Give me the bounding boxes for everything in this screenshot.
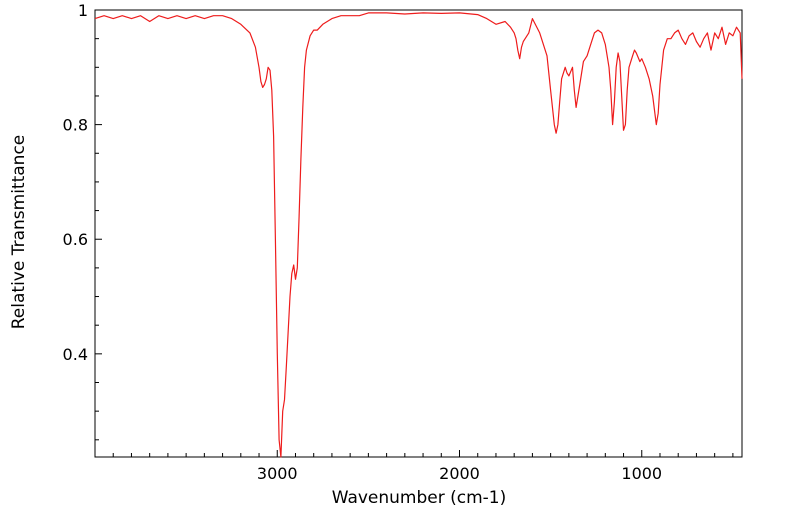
series-layer [94, 12, 743, 458]
y-tick-label: 0.6 [63, 230, 88, 249]
y-tick-label: 1 [78, 1, 88, 20]
x-tick-label: 2000 [439, 464, 480, 483]
spectrum-line [94, 12, 743, 458]
x-tick-label: 3000 [257, 464, 298, 483]
x-axis-label: Wavenumber (cm-1) [332, 488, 507, 508]
plot-frame [94, 9, 743, 458]
x-tick-label: 1000 [621, 464, 662, 483]
y-tick-label: 0.4 [63, 345, 88, 364]
y-tick-label: 0.8 [63, 116, 88, 135]
x-axis-ticks: 3000 2000 1000 [94, 450, 734, 483]
y-axis-label: Relative Transmittance [9, 135, 29, 330]
plot-border [94, 9, 743, 458]
y-axis-ticks: 1 0.8 0.6 0.4 [63, 1, 102, 441]
